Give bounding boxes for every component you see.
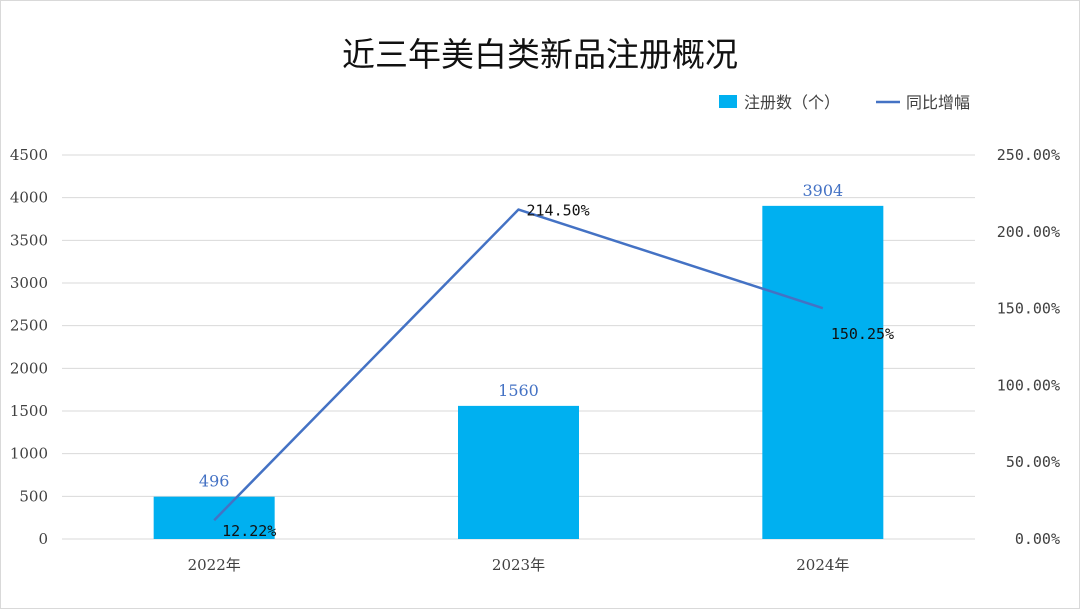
line-value-label: 150.25% <box>831 325 894 343</box>
line-value-label: 12.22% <box>222 522 276 540</box>
bar <box>153 496 275 539</box>
x-tick-label: 2022年 <box>188 556 241 574</box>
right-tick-label: 100.00% <box>997 376 1060 394</box>
legend: 注册数（个） 同比增幅 <box>719 93 970 112</box>
right-tick-label: 150.00% <box>997 300 1060 318</box>
left-tick-label: 4000 <box>10 189 48 207</box>
right-tick-label: 0.00% <box>1015 530 1060 548</box>
left-tick-label: 1000 <box>10 445 48 463</box>
line-series <box>213 208 824 522</box>
left-tick-label: 3000 <box>10 274 48 292</box>
left-tick-label: 4500 <box>10 146 48 164</box>
x-tick-label: 2023年 <box>492 556 545 574</box>
series-line <box>213 208 824 522</box>
legend-line-label: 同比增幅 <box>906 93 970 112</box>
bar-series <box>153 205 884 539</box>
legend-bar-label: 注册数（个） <box>744 93 840 112</box>
right-tick-label: 50.00% <box>1006 453 1060 471</box>
line-value-labels: 12.22% 214.50% 150.25% <box>222 202 894 541</box>
right-tick-label: 250.00% <box>997 146 1060 164</box>
legend-bar-swatch <box>719 95 737 108</box>
x-tick-label: 2024年 <box>796 556 849 574</box>
bar-value-labels: 496 1560 3904 <box>199 181 843 491</box>
bar-value-label: 1560 <box>498 381 539 400</box>
left-tick-label: 2500 <box>10 317 48 335</box>
chart-title: 近三年美白类新品注册概况 <box>342 35 738 74</box>
left-tick-label: 3500 <box>10 231 48 249</box>
bar <box>762 205 884 539</box>
left-tick-label: 2000 <box>10 359 48 377</box>
right-tick-label: 200.00% <box>997 223 1060 241</box>
left-tick-label: 0 <box>38 530 48 548</box>
left-tick-label: 500 <box>19 487 48 505</box>
left-axis-ticks: 0 500 1000 1500 2000 2500 3000 3500 4000 4500 <box>10 146 48 548</box>
bar-value-label: 496 <box>199 472 230 491</box>
right-axis-ticks: 0.00% 50.00% 100.00% 150.00% 200.00% 250.00% <box>997 146 1060 548</box>
line-value-label: 214.50% <box>527 202 590 220</box>
left-tick-label: 1500 <box>10 402 48 420</box>
bar <box>458 405 579 539</box>
bar-value-label: 3904 <box>802 181 843 200</box>
x-axis-ticks: 2022年 2023年 2024年 <box>188 556 850 574</box>
